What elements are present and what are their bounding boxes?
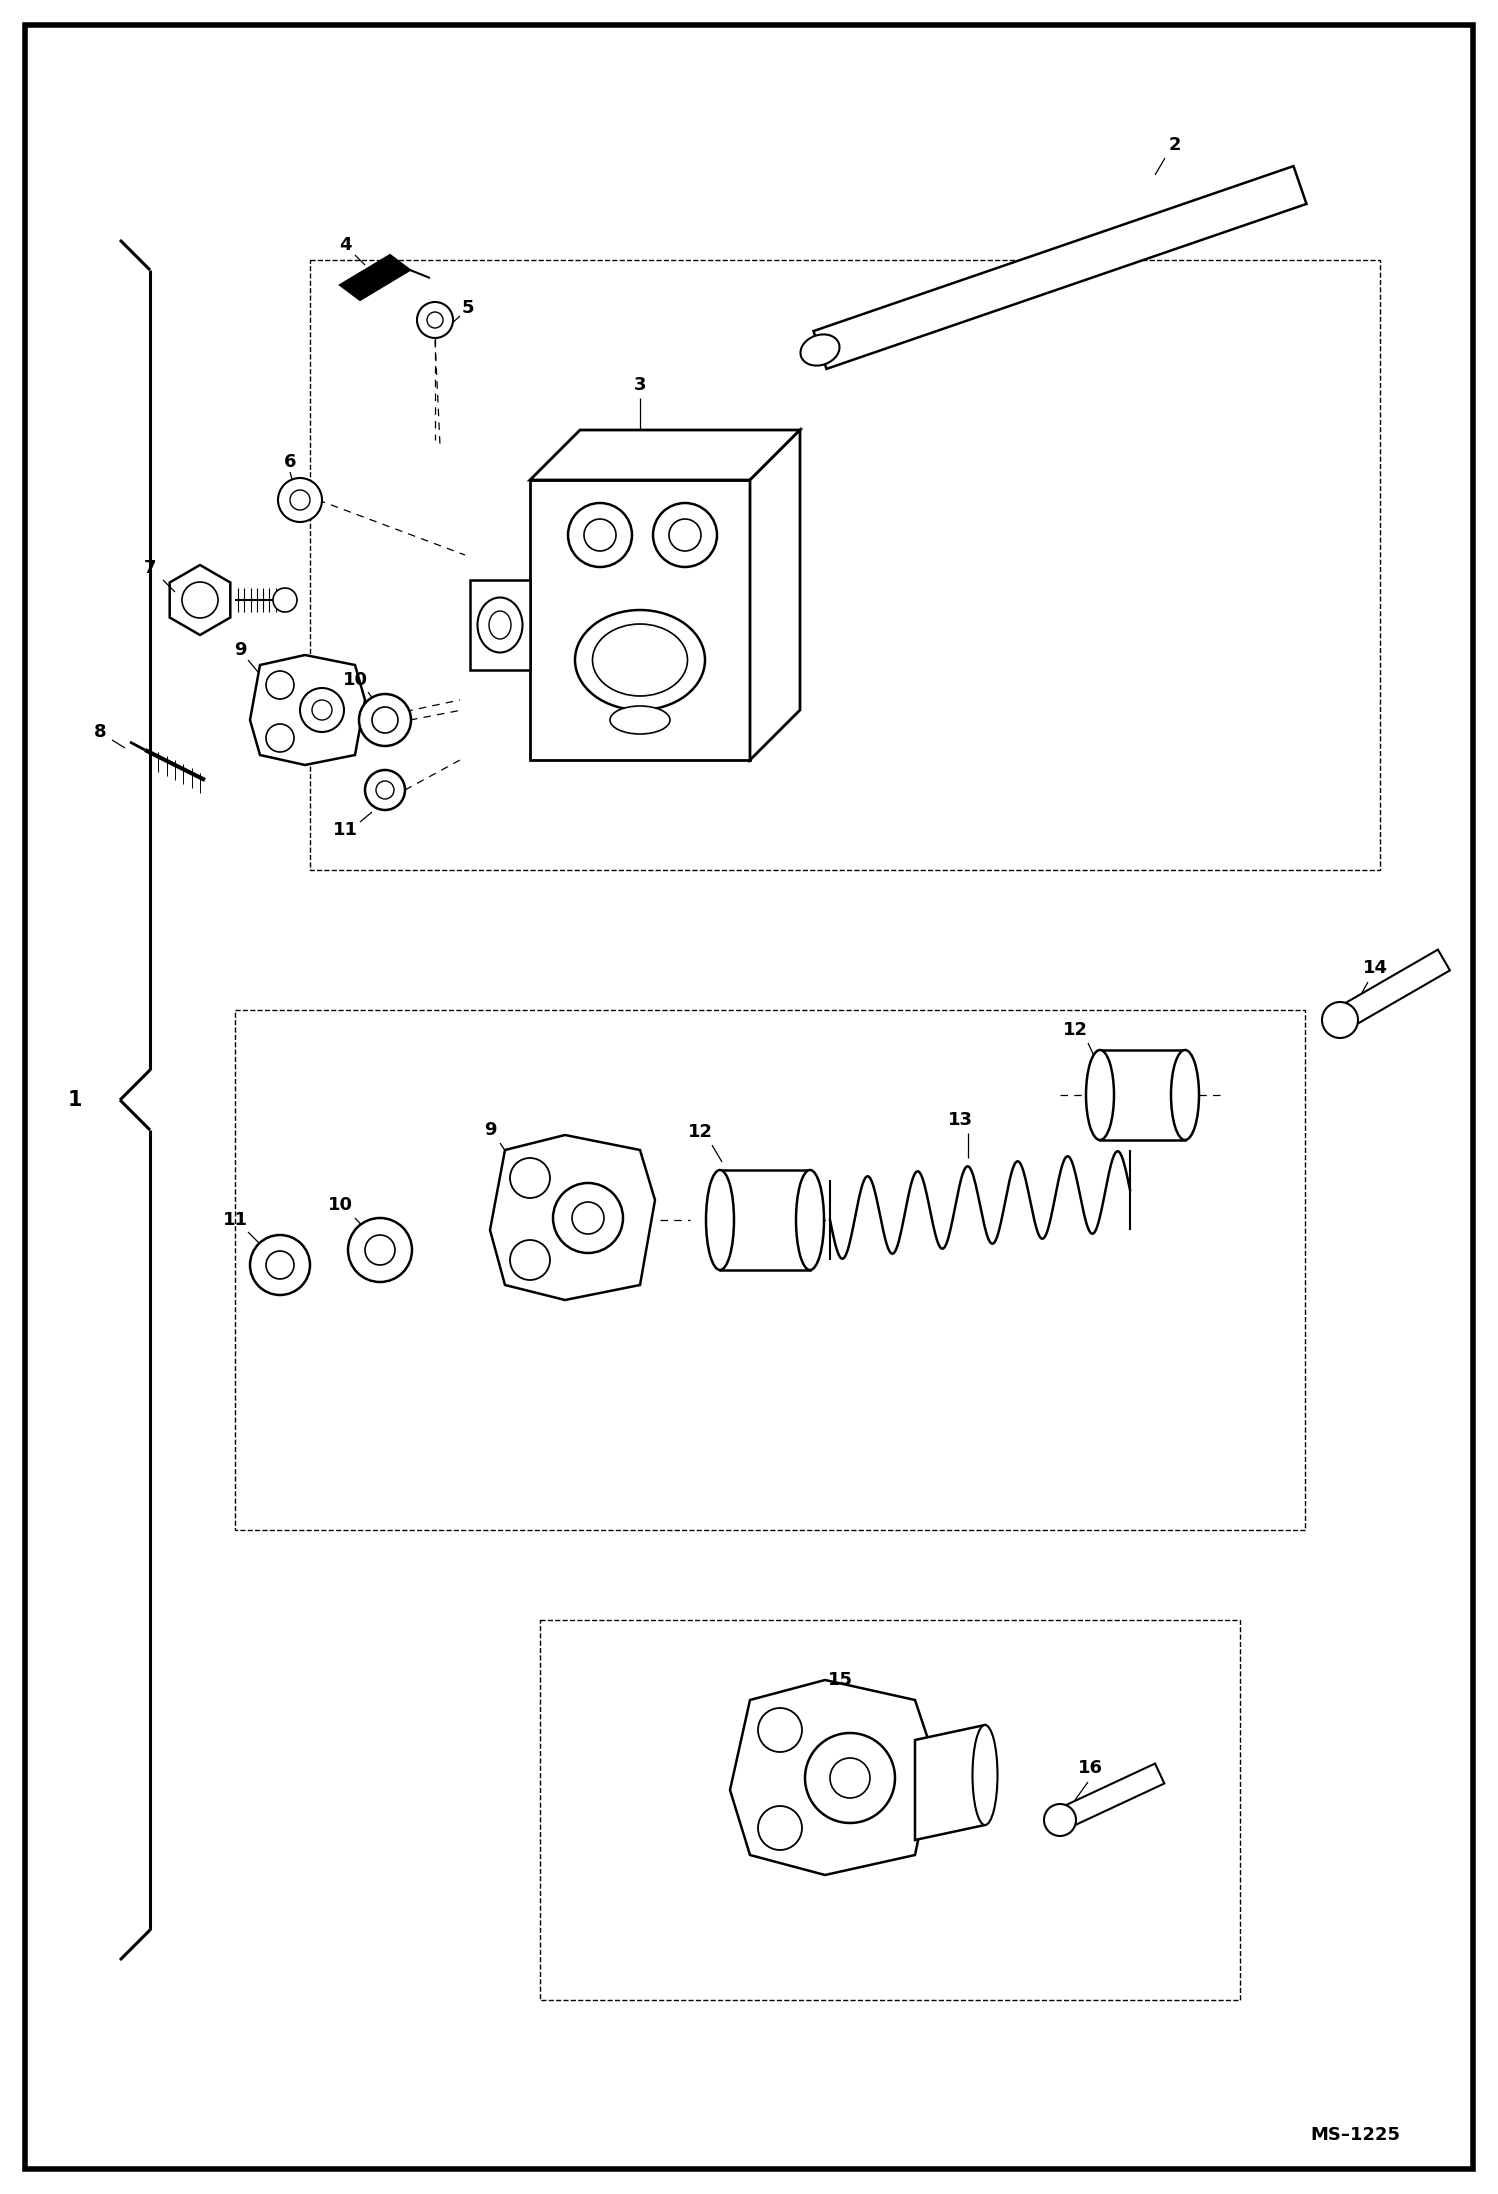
Text: 11: 11 — [333, 821, 358, 838]
Text: 5: 5 — [461, 298, 475, 316]
Circle shape — [267, 1251, 294, 1279]
Ellipse shape — [1086, 1051, 1115, 1141]
Circle shape — [366, 770, 404, 810]
Polygon shape — [470, 579, 530, 669]
Ellipse shape — [800, 333, 839, 366]
Bar — [539, 1619, 1240, 2001]
Circle shape — [360, 693, 410, 746]
Polygon shape — [1100, 1051, 1185, 1141]
Polygon shape — [169, 566, 231, 634]
Ellipse shape — [610, 706, 670, 735]
Circle shape — [804, 1733, 894, 1823]
Text: 6: 6 — [283, 452, 297, 472]
Text: MS–1225: MS–1225 — [1309, 2126, 1401, 2144]
Ellipse shape — [795, 1169, 824, 1270]
Text: 14: 14 — [1363, 959, 1387, 976]
Bar — [310, 261, 1380, 871]
Circle shape — [366, 1235, 395, 1266]
Circle shape — [653, 502, 718, 566]
Ellipse shape — [593, 623, 688, 695]
Ellipse shape — [972, 1724, 998, 1825]
Polygon shape — [915, 1724, 986, 1841]
Circle shape — [758, 1707, 801, 1753]
Text: 15: 15 — [827, 1672, 852, 1689]
Text: 2: 2 — [1168, 136, 1182, 154]
Text: 11: 11 — [223, 1211, 247, 1229]
Circle shape — [273, 588, 297, 612]
Polygon shape — [813, 167, 1306, 369]
Circle shape — [568, 502, 632, 566]
Circle shape — [312, 700, 333, 720]
Circle shape — [300, 689, 345, 733]
Polygon shape — [340, 255, 410, 301]
Circle shape — [181, 581, 219, 619]
Circle shape — [279, 478, 322, 522]
Text: 10: 10 — [328, 1196, 352, 1213]
Text: 3: 3 — [634, 375, 646, 395]
Circle shape — [509, 1158, 550, 1198]
Text: 1: 1 — [67, 1090, 82, 1110]
Polygon shape — [490, 1134, 655, 1301]
Ellipse shape — [575, 610, 706, 711]
Ellipse shape — [478, 597, 523, 652]
Circle shape — [1323, 1003, 1359, 1038]
Polygon shape — [1335, 950, 1450, 1031]
Polygon shape — [750, 430, 800, 759]
Text: 8: 8 — [94, 724, 106, 742]
Text: 12: 12 — [688, 1123, 713, 1141]
Circle shape — [267, 724, 294, 753]
Polygon shape — [530, 480, 750, 759]
Circle shape — [758, 1806, 801, 1850]
Polygon shape — [721, 1169, 810, 1270]
Ellipse shape — [706, 1169, 734, 1270]
Circle shape — [553, 1183, 623, 1253]
Text: 4: 4 — [339, 237, 351, 255]
Polygon shape — [250, 656, 366, 766]
Text: 10: 10 — [343, 671, 367, 689]
Circle shape — [670, 520, 701, 551]
Circle shape — [250, 1235, 310, 1294]
Polygon shape — [530, 430, 800, 480]
Polygon shape — [730, 1681, 935, 1876]
Circle shape — [372, 706, 398, 733]
Circle shape — [291, 489, 310, 509]
Ellipse shape — [488, 610, 511, 638]
Circle shape — [348, 1218, 412, 1281]
Ellipse shape — [1171, 1051, 1198, 1141]
Text: 7: 7 — [144, 559, 156, 577]
Bar — [235, 1009, 1305, 1529]
Circle shape — [267, 671, 294, 700]
Text: 13: 13 — [948, 1110, 972, 1130]
Text: 16: 16 — [1077, 1760, 1103, 1777]
Circle shape — [376, 781, 394, 799]
Circle shape — [509, 1240, 550, 1279]
Circle shape — [830, 1757, 870, 1799]
Circle shape — [427, 312, 443, 327]
Text: 9: 9 — [234, 641, 246, 658]
Circle shape — [1044, 1803, 1076, 1836]
Circle shape — [416, 303, 452, 338]
Polygon shape — [1056, 1764, 1164, 1830]
Circle shape — [572, 1202, 604, 1233]
Text: 12: 12 — [1062, 1020, 1088, 1040]
Circle shape — [584, 520, 616, 551]
Text: 9: 9 — [484, 1121, 496, 1139]
